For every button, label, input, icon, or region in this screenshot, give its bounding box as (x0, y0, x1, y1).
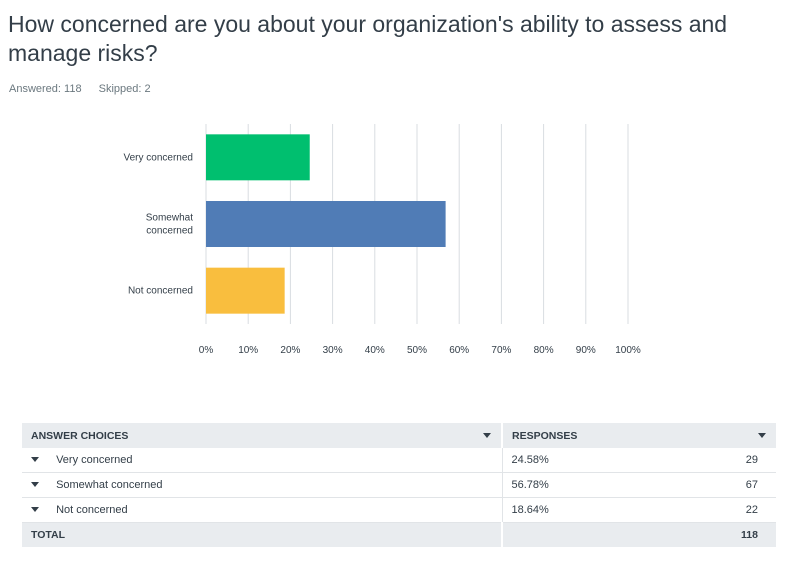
expand-caret-icon[interactable] (31, 506, 39, 512)
x-tick-label: 50% (407, 345, 427, 356)
choice-cell: Somewhat concerned (22, 472, 503, 498)
x-tick-label: 40% (365, 345, 385, 356)
response-percent: 24.58% (511, 454, 549, 466)
total-count: 118 (741, 529, 758, 541)
x-tick-label: 100% (615, 345, 641, 356)
response-cell: 18.64% 22 (502, 497, 776, 523)
expand-caret-icon[interactable] (31, 456, 39, 462)
x-tick-label: 70% (491, 345, 511, 356)
x-tick-label: 30% (323, 345, 343, 356)
bar-somewhat-concerned[interactable] (206, 201, 446, 247)
answer-choices-header-label: ANSWER CHOICES (31, 429, 129, 442)
answer-choices-header[interactable]: ANSWER CHOICES (22, 423, 503, 448)
table-row: Very concerned 24.58% 29 (22, 448, 776, 473)
sort-responses-icon[interactable] (758, 433, 766, 438)
response-count: 22 (745, 504, 758, 516)
bar-not-concerned[interactable] (206, 267, 285, 314)
response-cell: 24.58% 29 (502, 448, 776, 473)
expand-caret-icon[interactable] (31, 481, 39, 487)
category-label: Very concerned (124, 152, 194, 163)
x-tick-label: 10% (238, 345, 258, 356)
skipped-count: Skipped: 2 (98, 83, 151, 95)
response-percent: 18.64% (511, 504, 549, 516)
responses-header[interactable]: RESPONSES (502, 423, 776, 448)
sort-choices-icon[interactable] (483, 433, 491, 438)
x-tick-label: 80% (534, 345, 554, 356)
results-table: ANSWER CHOICES RESPONSES Very concerned … (22, 423, 776, 547)
category-label: Not concerned (128, 286, 193, 297)
response-summary: Answered: 118 Skipped: 2 (9, 83, 165, 95)
total-row: TOTAL 118 (22, 522, 776, 547)
choice-label: Somewhat concerned (56, 479, 163, 491)
x-tick-label: 20% (280, 345, 300, 356)
choice-label: Not concerned (56, 504, 128, 516)
response-count: 29 (745, 454, 758, 466)
bar-very-concerned[interactable] (206, 134, 310, 181)
x-tick-label: 60% (449, 345, 469, 356)
choice-label: Very concerned (56, 454, 133, 466)
table-row: Somewhat concerned 56.78% 67 (22, 472, 776, 498)
total-label: TOTAL (22, 522, 503, 547)
x-tick-label: 90% (576, 345, 596, 356)
responses-header-label: RESPONSES (512, 429, 578, 442)
table-row: Not concerned 18.64% 22 (22, 497, 776, 523)
choice-cell: Very concerned (22, 448, 503, 473)
response-cell: 56.78% 67 (502, 472, 776, 498)
response-percent: 56.78% (511, 479, 549, 491)
question-title: How concerned are you about your organiz… (8, 11, 728, 66)
total-cell: 118 (502, 522, 776, 547)
bar-chart: 0% 10% 20% 30% 40% 50% 60% 70% 80% 90% 100% Very co… (124, 124, 641, 356)
response-count: 67 (745, 479, 758, 491)
x-tick-label: 0% (199, 345, 214, 356)
category-label: Somewhat concerned (146, 213, 193, 237)
answered-count: Answered: 118 (9, 83, 82, 95)
choice-cell: Not concerned (22, 497, 503, 523)
